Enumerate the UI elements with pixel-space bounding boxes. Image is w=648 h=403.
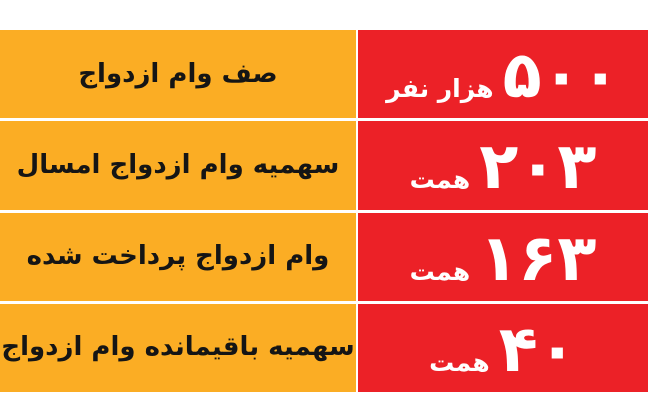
row-value-cell: ۲۰۳ همت xyxy=(358,121,648,210)
row-label-cell: سهمیه باقیمانده وام ازدواج xyxy=(0,303,356,392)
row-value: ۴۰ xyxy=(498,312,579,387)
row-unit: همت xyxy=(409,165,471,195)
row-label: وام ازدواج پرداخت شده xyxy=(26,241,330,272)
row-value-group: ۱۶۳ همت xyxy=(409,221,599,296)
row-value-cell: ۵۰۰ هزار نفر xyxy=(358,30,648,119)
row-label: سهمیه وام ازدواج امسال xyxy=(16,149,340,180)
row-label-cell: صف وام ازدواج xyxy=(0,30,356,119)
row-value: ۲۰۳ xyxy=(479,130,598,205)
row-value-group: ۴۰ همت xyxy=(429,312,579,387)
marriage-loan-table: صف وام ازدواج ۵۰۰ هزار نفر سهمیه وام ازد… xyxy=(0,30,648,392)
row-unit: همت xyxy=(429,347,490,377)
row-value-cell: ۴۰ همت xyxy=(358,303,648,392)
row-label: سهمیه باقیمانده وام ازدواج xyxy=(1,332,355,363)
row-value: ۱۶۳ xyxy=(479,221,598,296)
table-row: وام ازدواج پرداخت شده ۱۶۳ همت xyxy=(0,212,648,301)
row-unit: همت xyxy=(409,256,471,286)
row-label: صف وام ازدواج xyxy=(78,58,278,89)
row-value-cell: ۱۶۳ همت xyxy=(358,212,648,301)
row-unit: هزار نفر xyxy=(386,74,494,104)
row-value: ۵۰۰ xyxy=(502,39,622,114)
row-label-cell: وام ازدواج پرداخت شده xyxy=(0,212,356,301)
row-value-group: ۲۰۳ همت xyxy=(409,130,599,205)
table-row: سهمیه وام ازدواج امسال ۲۰۳ همت xyxy=(0,121,648,210)
table-row: صف وام ازدواج ۵۰۰ هزار نفر xyxy=(0,30,648,119)
row-label-cell: سهمیه وام ازدواج امسال xyxy=(0,121,356,210)
table-row: سهمیه باقیمانده وام ازدواج ۴۰ همت xyxy=(0,303,648,392)
row-value-group: ۵۰۰ هزار نفر xyxy=(386,39,622,114)
